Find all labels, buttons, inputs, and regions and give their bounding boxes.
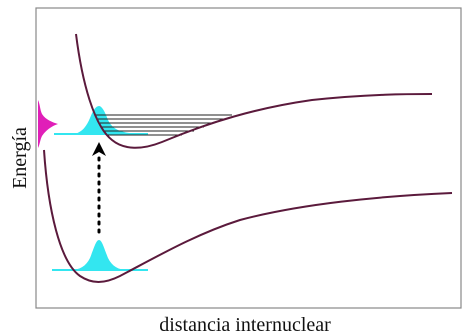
excited-state-wavefunction bbox=[54, 106, 148, 135]
ground-wavefunction-fill bbox=[70, 240, 128, 270]
x-axis-label: distancia internuclear bbox=[159, 314, 331, 335]
arrow-head-icon bbox=[92, 142, 106, 156]
excited-vibrational-levels bbox=[96, 114, 232, 136]
ground-state-wavefunction bbox=[52, 240, 148, 271]
ground-state-potential bbox=[43, 149, 453, 283]
spectrum-profile bbox=[38, 100, 58, 148]
excited-wavefunction-fill bbox=[72, 106, 140, 134]
vertical-transition-arrow bbox=[92, 142, 106, 234]
excited-state-potential bbox=[75, 33, 433, 149]
plot-frame bbox=[35, 7, 462, 309]
y-axis-label: Energía bbox=[9, 127, 31, 189]
